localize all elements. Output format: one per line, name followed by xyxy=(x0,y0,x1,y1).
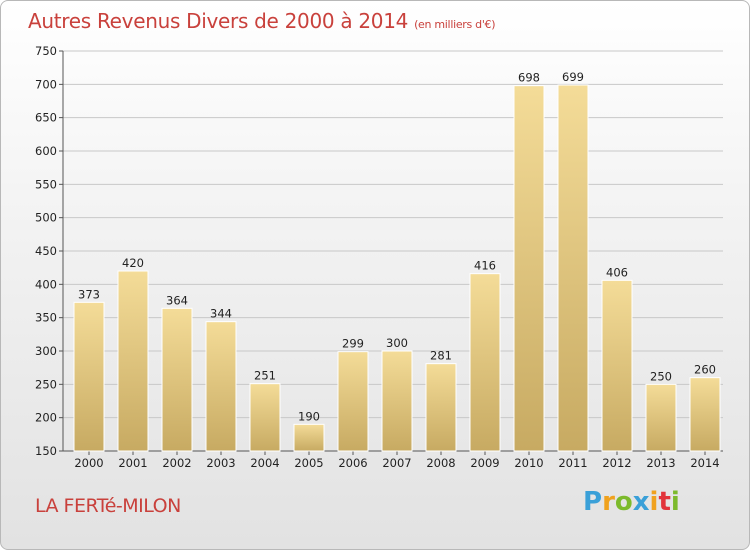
bar-value-label: 373 xyxy=(78,287,100,301)
y-tick-label: 600 xyxy=(35,144,57,158)
y-tick-label: 150 xyxy=(35,444,57,458)
x-tick-label: 2000 xyxy=(74,456,103,470)
bar-value-label: 260 xyxy=(694,363,716,377)
y-tick-label: 200 xyxy=(35,411,57,425)
proxiti-logo[interactable]: Proxiti xyxy=(583,487,680,517)
logo-letter: x xyxy=(632,487,650,517)
bar-2002[interactable] xyxy=(161,307,193,452)
x-tick-label: 2001 xyxy=(118,456,147,470)
bar-2006[interactable] xyxy=(337,351,369,452)
logo-letter: i xyxy=(670,487,680,517)
logo-letter: r xyxy=(602,487,615,517)
bar-value-label: 364 xyxy=(166,293,188,307)
city-name: LA FERTé-MILON xyxy=(35,495,181,517)
bar-2007[interactable] xyxy=(381,350,413,452)
y-tick-label: 700 xyxy=(35,77,57,91)
bar-2004[interactable] xyxy=(249,383,281,452)
bar-2000[interactable] xyxy=(73,301,105,452)
logo-letter: P xyxy=(583,487,603,517)
x-tick-label: 2009 xyxy=(470,456,499,470)
bar-2008[interactable] xyxy=(425,363,457,452)
chart-title: Autres Revenus Divers de 2000 à 2014 (en … xyxy=(28,9,496,33)
logo-letter: i xyxy=(649,487,659,517)
y-tick-label: 250 xyxy=(35,377,57,391)
logo-letter: t xyxy=(658,487,671,517)
bars: 373 420 364 344 251 190 299 300 281 416 698 699 406 2… xyxy=(73,70,721,452)
y-tick-label: 550 xyxy=(35,177,57,191)
bar-value-label: 698 xyxy=(518,71,540,85)
x-tick-label: 2012 xyxy=(602,456,631,470)
bar-value-label: 416 xyxy=(474,259,496,273)
x-tick-label: 2008 xyxy=(426,456,455,470)
bar-2001[interactable] xyxy=(117,270,149,452)
x-tick-label: 2010 xyxy=(514,456,543,470)
x-tick-label: 2006 xyxy=(338,456,367,470)
bar-2013[interactable] xyxy=(645,383,677,452)
x-tick-label: 2005 xyxy=(294,456,323,470)
bar-value-label: 300 xyxy=(386,336,408,350)
y-tick-label: 400 xyxy=(35,277,57,291)
bar-value-label: 251 xyxy=(254,369,276,383)
bar-value-label: 699 xyxy=(562,70,584,84)
x-tick-label: 2014 xyxy=(690,456,719,470)
chart-unit: (en milliers d'€) xyxy=(414,18,496,31)
x-tick-label: 2002 xyxy=(162,456,191,470)
bar-2005[interactable] xyxy=(293,423,325,452)
bar-2011[interactable] xyxy=(557,84,589,452)
axes: 150 200 250 300 350 400 450 500 550 600 650 700 750 2… xyxy=(35,44,723,470)
y-tick-label: 450 xyxy=(35,244,57,258)
y-tick-label: 300 xyxy=(35,344,57,358)
bar-2010[interactable] xyxy=(513,85,545,452)
bar-value-label: 281 xyxy=(430,349,452,363)
bar-value-label: 299 xyxy=(342,337,364,351)
chart-title-text: Autres Revenus Divers de 2000 à 2014 xyxy=(28,9,409,33)
y-tick-label: 500 xyxy=(35,211,57,225)
bar-value-label: 190 xyxy=(298,409,320,423)
logo-letter: o xyxy=(614,487,633,517)
bar-2014[interactable] xyxy=(689,377,721,452)
y-tick-label: 750 xyxy=(35,44,57,58)
x-tick-label: 2007 xyxy=(382,456,411,470)
bar-2012[interactable] xyxy=(601,279,633,452)
bar-2003[interactable] xyxy=(205,321,237,452)
x-tick-label: 2013 xyxy=(646,456,675,470)
bar-2009[interactable] xyxy=(469,273,501,452)
y-tick-label: 350 xyxy=(35,311,57,325)
bar-value-label: 250 xyxy=(650,369,672,383)
x-tick-label: 2003 xyxy=(206,456,235,470)
bar-value-label: 420 xyxy=(122,256,144,270)
x-tick-label: 2011 xyxy=(558,456,587,470)
bar-value-label: 344 xyxy=(210,307,232,321)
x-tick-label: 2004 xyxy=(250,456,279,470)
y-tick-label: 650 xyxy=(35,111,57,125)
bar-value-label: 406 xyxy=(606,265,628,279)
